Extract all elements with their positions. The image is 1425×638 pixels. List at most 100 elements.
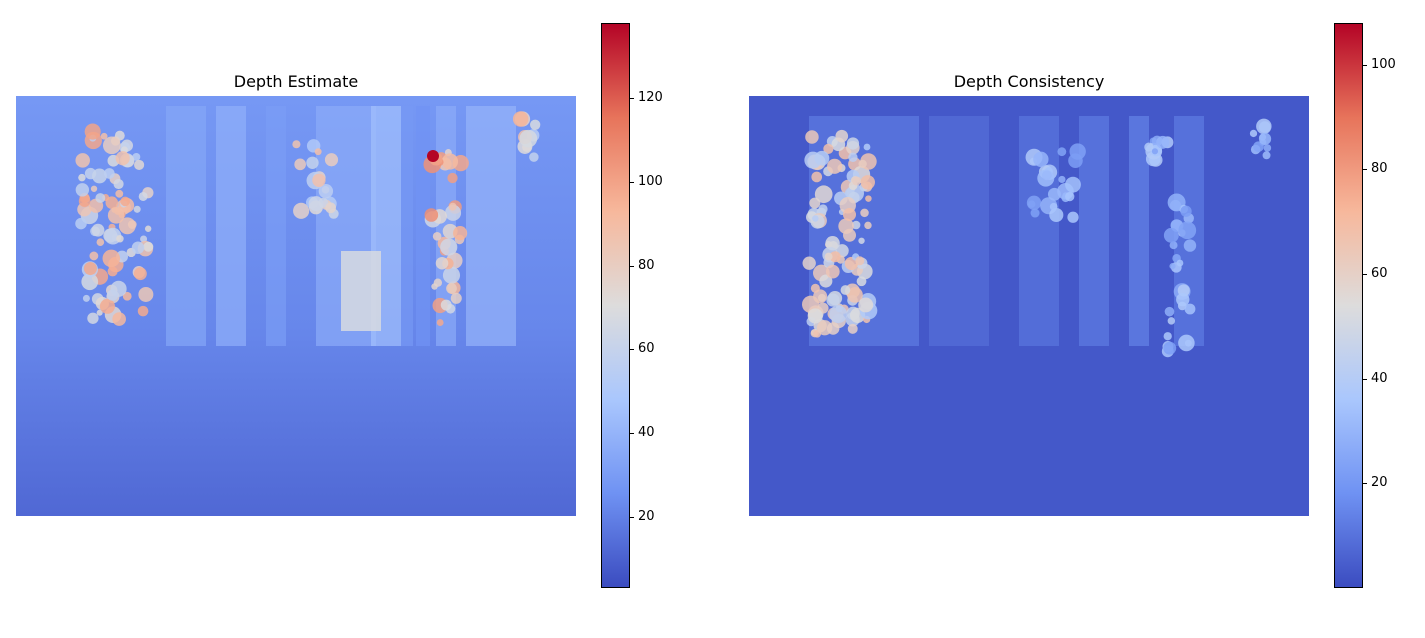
left-cluster-blob xyxy=(102,249,121,268)
colorbar-tick-mark xyxy=(1363,483,1367,484)
tree-band xyxy=(466,106,516,346)
right-column-blob xyxy=(1167,317,1176,325)
left-cluster-blob xyxy=(115,189,124,198)
right-column-blob xyxy=(431,283,438,290)
colorbar-tick-mark xyxy=(630,349,634,350)
top-right-blob xyxy=(512,111,529,127)
colorbar-tick-label: 20 xyxy=(1371,475,1388,490)
left-cluster-blob xyxy=(87,312,99,324)
right-column-blob xyxy=(445,204,462,221)
right-column-blob xyxy=(448,202,457,211)
right-column-blob xyxy=(424,208,439,222)
tree-band xyxy=(216,106,246,346)
left-cluster-blob xyxy=(138,191,148,201)
colorbar-tick-mark xyxy=(630,98,634,99)
left-cluster-blob xyxy=(81,273,99,291)
colorbar-tick-mark xyxy=(1363,379,1367,380)
tree-band xyxy=(416,106,430,346)
left-cluster-blob xyxy=(855,256,865,266)
center-blob xyxy=(318,184,334,199)
left-cluster-blob xyxy=(826,322,840,335)
right-column-blob xyxy=(1169,199,1182,212)
left-cluster-blob xyxy=(137,305,149,317)
left-cluster-blob xyxy=(829,305,848,324)
right-column-blob xyxy=(1178,221,1197,240)
center-blob xyxy=(1058,175,1066,184)
left-cluster-blob xyxy=(106,289,119,301)
colorbar-tick-mark xyxy=(630,266,634,267)
colorbar-tick-label: 40 xyxy=(1371,371,1388,386)
right-hotspot xyxy=(427,150,439,162)
left-cluster-blob xyxy=(75,217,87,230)
colorbar-tick-label: 120 xyxy=(638,90,663,105)
right-column-blob xyxy=(436,319,444,326)
colorbar-tick-label: 60 xyxy=(638,341,655,356)
left-cluster-blob xyxy=(858,159,867,169)
tree-band xyxy=(166,106,206,346)
upper-right-blob xyxy=(1151,148,1159,155)
left-cluster-blob xyxy=(817,293,826,302)
colorbar-tick-mark xyxy=(1363,65,1367,66)
right-column-blob xyxy=(1183,239,1197,252)
left-cluster-blob xyxy=(804,151,822,169)
center-blob xyxy=(308,196,324,212)
left-cluster-blob xyxy=(827,158,843,174)
left-cluster-blob xyxy=(812,215,819,222)
right-column-blob xyxy=(450,292,462,304)
center-blob xyxy=(306,156,319,170)
right-column-blob xyxy=(1184,303,1196,315)
center-blob xyxy=(312,173,326,187)
colorbar-tick-label: 80 xyxy=(1371,161,1388,176)
top-right-blob xyxy=(1258,132,1272,145)
center-blob xyxy=(1030,208,1040,218)
left-cluster-blob xyxy=(811,171,823,183)
colorbar-tick-mark xyxy=(630,517,634,518)
left-cluster-blob xyxy=(825,236,840,251)
right-column-blob xyxy=(447,172,458,184)
left-cluster-blob xyxy=(96,238,105,247)
left-cluster-blob xyxy=(814,185,833,204)
right-column-blob xyxy=(440,299,452,311)
right-column-blob xyxy=(432,231,442,241)
center-blob xyxy=(293,202,310,219)
left-cluster-blob xyxy=(818,204,828,214)
right-column-blob xyxy=(1169,241,1178,250)
left-cluster-blob xyxy=(131,241,145,254)
colorbar-tick-label: 40 xyxy=(638,425,655,440)
right-column-blob xyxy=(1176,292,1190,307)
center-blob xyxy=(1047,187,1061,201)
left-cluster-blob xyxy=(89,251,99,261)
left-cluster-blob xyxy=(819,274,833,288)
left-cluster-blob xyxy=(113,178,124,190)
top-right-blob xyxy=(1262,151,1271,160)
top-right-blob xyxy=(1249,129,1258,138)
texture-band xyxy=(929,116,989,346)
left-cluster-blob xyxy=(825,264,840,279)
left-cluster-blob xyxy=(860,175,875,190)
center-blob xyxy=(292,140,301,149)
center-blob xyxy=(1067,211,1079,223)
left-cluster-blob xyxy=(107,207,125,224)
left-cluster-blob xyxy=(860,208,869,218)
left-cluster-blob xyxy=(132,152,141,161)
left-cluster-blob xyxy=(105,196,119,209)
colorbar-tick-mark xyxy=(630,433,634,434)
left-cluster-blob xyxy=(91,223,105,237)
left-cluster-blob xyxy=(82,294,90,302)
left-cluster-blob xyxy=(92,168,107,184)
left-cluster-blob xyxy=(835,129,849,143)
left-cluster-blob xyxy=(864,221,872,230)
colorbar-tick-label: 100 xyxy=(638,174,663,189)
center-blob xyxy=(1065,176,1081,193)
left-cluster-blob xyxy=(829,251,841,263)
left-cluster-blob xyxy=(138,286,154,302)
top-right-blob xyxy=(1253,141,1264,152)
upper-right-blob xyxy=(1144,142,1154,152)
left-cluster-blob xyxy=(848,152,858,162)
left-cluster-blob xyxy=(134,159,145,170)
center-blob xyxy=(1068,153,1083,168)
tree-band xyxy=(401,106,413,346)
left-cluster-blob xyxy=(75,153,90,168)
left-cluster-blob xyxy=(84,123,101,140)
left-cluster-blob xyxy=(858,237,865,244)
